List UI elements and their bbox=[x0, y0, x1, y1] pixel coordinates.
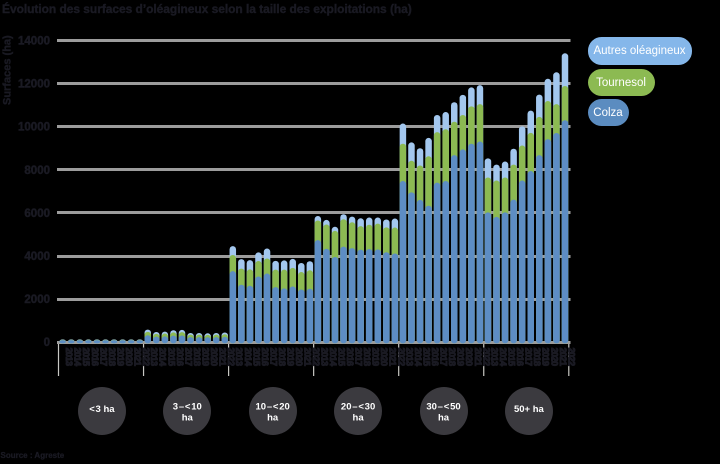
svg-text:4000: 4000 bbox=[24, 251, 50, 263]
svg-text:10000: 10000 bbox=[18, 122, 50, 134]
svg-text:2016: 2016 bbox=[345, 348, 355, 366]
svg-text:2015: 2015 bbox=[336, 348, 346, 366]
svg-text:2000: 2000 bbox=[24, 294, 50, 306]
svg-text:2016: 2016 bbox=[90, 348, 100, 366]
svg-text:2022: 2022 bbox=[226, 348, 236, 366]
svg-text:2020: 2020 bbox=[379, 348, 389, 366]
svg-text:2015: 2015 bbox=[506, 348, 516, 366]
svg-text:2020: 2020 bbox=[209, 348, 219, 366]
svg-text:2021: 2021 bbox=[388, 348, 398, 366]
svg-text:2015: 2015 bbox=[166, 348, 176, 366]
svg-text:2014: 2014 bbox=[243, 348, 253, 366]
svg-text:2016: 2016 bbox=[260, 348, 270, 366]
svg-text:2018: 2018 bbox=[362, 348, 372, 366]
svg-text:2020: 2020 bbox=[464, 348, 474, 366]
svg-text:2013: 2013 bbox=[149, 348, 159, 366]
svg-text:2021: 2021 bbox=[473, 348, 483, 366]
svg-text:2020: 2020 bbox=[124, 348, 134, 366]
svg-text:2017: 2017 bbox=[353, 348, 363, 366]
svg-text:2021: 2021 bbox=[558, 348, 568, 366]
svg-text:2018: 2018 bbox=[532, 348, 542, 366]
svg-text:2016: 2016 bbox=[430, 348, 440, 366]
svg-text:2013: 2013 bbox=[64, 348, 74, 366]
svg-text:2019: 2019 bbox=[286, 348, 296, 366]
svg-text:2020: 2020 bbox=[549, 348, 559, 366]
svg-text:2014: 2014 bbox=[158, 348, 168, 366]
svg-text:2018: 2018 bbox=[107, 348, 117, 366]
svg-text:2022: 2022 bbox=[396, 348, 406, 366]
svg-text:2014: 2014 bbox=[498, 348, 508, 366]
svg-text:8000: 8000 bbox=[24, 165, 50, 177]
svg-text:2017: 2017 bbox=[268, 348, 278, 366]
svg-text:2013: 2013 bbox=[404, 348, 414, 366]
svg-text:2013: 2013 bbox=[319, 348, 329, 366]
svg-text:2019: 2019 bbox=[456, 348, 466, 366]
svg-text:2019: 2019 bbox=[541, 348, 551, 366]
svg-text:2021: 2021 bbox=[133, 348, 143, 366]
svg-text:2022: 2022 bbox=[311, 348, 321, 366]
svg-text:2014: 2014 bbox=[413, 348, 423, 366]
svg-text:2013: 2013 bbox=[234, 348, 244, 366]
svg-text:12000: 12000 bbox=[18, 79, 50, 91]
svg-text:2020: 2020 bbox=[294, 348, 304, 366]
svg-text:2015: 2015 bbox=[251, 348, 261, 366]
svg-text:2017: 2017 bbox=[439, 348, 449, 366]
svg-text:6000: 6000 bbox=[24, 208, 50, 220]
svg-text:2022: 2022 bbox=[141, 348, 151, 366]
svg-text:2016: 2016 bbox=[175, 348, 185, 366]
svg-text:2021: 2021 bbox=[303, 348, 313, 366]
svg-text:2016: 2016 bbox=[515, 348, 525, 366]
svg-text:2013: 2013 bbox=[489, 348, 499, 366]
svg-text:2018: 2018 bbox=[277, 348, 287, 366]
svg-text:2022: 2022 bbox=[481, 348, 491, 366]
svg-text:2015: 2015 bbox=[81, 348, 91, 366]
svg-text:2019: 2019 bbox=[115, 348, 125, 366]
svg-text:2019: 2019 bbox=[371, 348, 381, 366]
svg-text:0: 0 bbox=[44, 337, 50, 349]
svg-text:2018: 2018 bbox=[447, 348, 457, 366]
svg-text:2017: 2017 bbox=[524, 348, 534, 366]
svg-text:2018: 2018 bbox=[192, 348, 202, 366]
svg-text:2021: 2021 bbox=[218, 348, 228, 366]
svg-text:2015: 2015 bbox=[421, 348, 431, 366]
svg-text:2017: 2017 bbox=[98, 348, 108, 366]
svg-text:2014: 2014 bbox=[328, 348, 338, 366]
svg-text:2014: 2014 bbox=[73, 348, 83, 366]
svg-text:2017: 2017 bbox=[183, 348, 193, 366]
svg-text:2022: 2022 bbox=[566, 348, 576, 366]
svg-text:2019: 2019 bbox=[201, 348, 211, 366]
svg-text:14000: 14000 bbox=[18, 36, 50, 48]
svg-text:Surfaces (ha): Surfaces (ha) bbox=[2, 35, 14, 105]
